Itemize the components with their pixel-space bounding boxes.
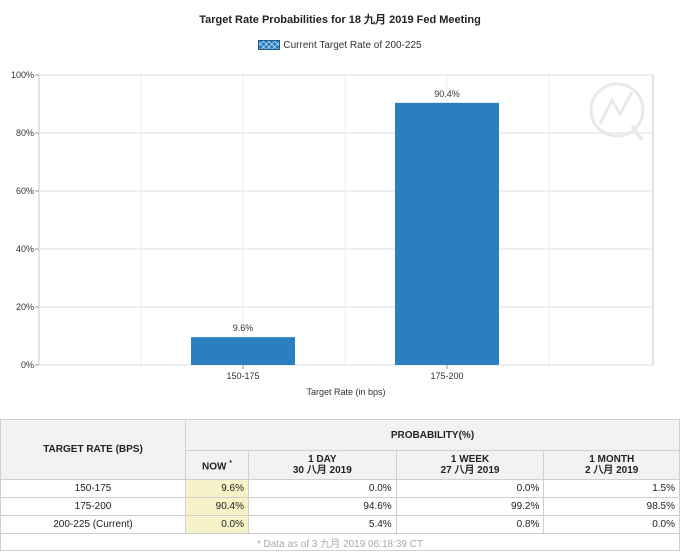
row-now: 90.4% — [185, 497, 249, 516]
data-label: 9.6% — [233, 323, 254, 333]
plot-frame — [38, 74, 654, 366]
watermark-logo — [589, 82, 645, 142]
header-probability: PROBABILITY(%) — [185, 419, 680, 451]
probability-table-wrap: TARGET RATE (BPS) PROBABILITY(%) NOW * 1… — [0, 419, 680, 551]
x-tick-label: 175-200 — [430, 371, 463, 381]
row-1day: 0.0% — [248, 479, 397, 498]
chart-legend[interactable]: Current Target Rate of 200-225 — [0, 40, 680, 51]
bar-chart: 0% 20% 40% 60% 80% 100% 9.6% 150-175 90.4% 175-20… — [11, 70, 654, 397]
table-row: 200-225 (Current) 0.0% 5.4% 0.8% 0.0% — [0, 515, 680, 534]
table-row: 175-200 90.4% 94.6% 99.2% 98.5% — [0, 497, 680, 516]
bar — [395, 102, 499, 365]
y-tick-label: 80% — [16, 128, 34, 138]
y-tick-label: 60% — [16, 186, 34, 196]
y-tick-label: 0% — [21, 360, 34, 370]
row-1month: 1.5% — [543, 479, 680, 498]
row-1day: 5.4% — [248, 515, 397, 534]
x-axis-label: Target Rate (in bps) — [306, 387, 385, 397]
legend-label: Current Target Rate of 200-225 — [283, 40, 422, 51]
row-now: 0.0% — [185, 515, 249, 534]
chart-title: Target Rate Probabilities for 18 九月 2019… — [199, 14, 481, 26]
row-1week: 99.2% — [395, 497, 545, 516]
y-tick-label: 40% — [16, 244, 34, 254]
row-1day: 94.6% — [248, 497, 397, 516]
probability-table: TARGET RATE (BPS) PROBABILITY(%) NOW * 1… — [0, 419, 680, 551]
header-target-rate: TARGET RATE (BPS) — [0, 419, 186, 480]
y-tick-label: 20% — [16, 302, 34, 312]
row-rate: 175-200 — [0, 497, 186, 516]
data-label: 90.4% — [434, 89, 460, 99]
col-1day: 1 DAY 30 八月 2019 — [248, 450, 397, 480]
row-1week: 0.8% — [395, 515, 545, 534]
col-1month: 1 MONTH 2 八月 2019 — [543, 450, 680, 480]
bar — [191, 337, 295, 365]
row-rate: 150-175 — [0, 479, 186, 498]
row-now: 9.6% — [185, 479, 249, 498]
data-timestamp: * Data as of 3 九月 2019 06:18:39 CT — [0, 533, 680, 551]
row-rate: 200-225 (Current) — [0, 515, 186, 534]
table-row: 150-175 9.6% 0.0% 0.0% 1.5% — [0, 479, 680, 498]
row-1month: 0.0% — [543, 515, 680, 534]
row-1week: 0.0% — [395, 479, 545, 498]
x-tick-label: 150-175 — [226, 371, 259, 381]
chart-area: Target Rate Probabilities for 18 九月 2019… — [0, 14, 680, 397]
row-1month: 98.5% — [543, 497, 680, 516]
y-tick-label: 100% — [11, 70, 34, 80]
legend-swatch — [258, 40, 281, 51]
col-1week: 1 WEEK 27 八月 2019 — [395, 450, 545, 480]
col-now: NOW * — [185, 450, 249, 480]
